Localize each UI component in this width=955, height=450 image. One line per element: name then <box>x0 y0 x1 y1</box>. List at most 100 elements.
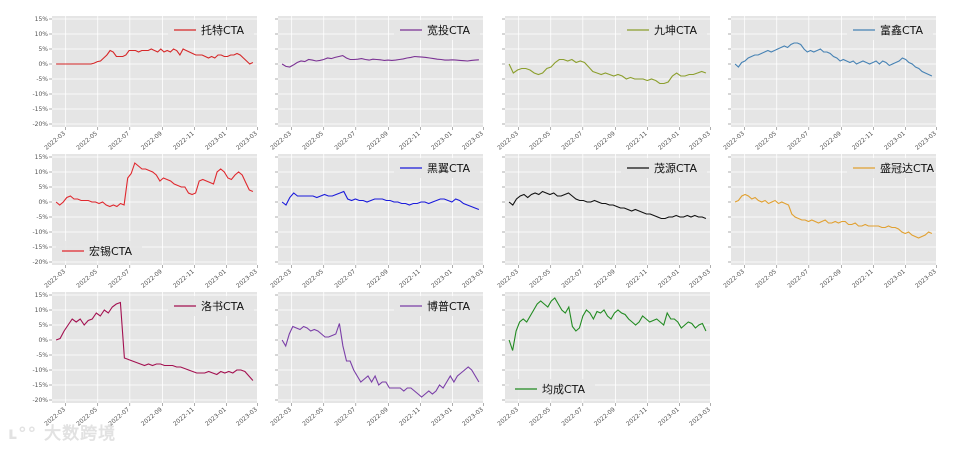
subplot: -20%-15%-10%-5%0%5%10%15%2022-03 2022-05 2… <box>32 154 259 290</box>
legend: 富鑫CTA <box>847 20 933 40</box>
subplot: -20%-15%-10%-5%0%5%10%15%2022-03 2022-05 2… <box>32 292 259 428</box>
watermark-logo: ʟ°° 大数跨境 <box>8 419 116 444</box>
legend-label: 托特CTA <box>201 23 245 37</box>
y-tick-label: -10% <box>32 229 48 236</box>
x-tick-label: 2023-03 <box>235 268 259 290</box>
subplot: 2022-03 2022-05 2022-07 2022-09 2022-11 2023-… <box>496 154 712 290</box>
legend: 博普CTA <box>394 296 480 316</box>
legend-box <box>509 379 595 399</box>
x-tick-label: 2022-11 <box>625 130 649 152</box>
x-tick-label: 2022-03 <box>269 406 293 428</box>
y-tick-label: 15% <box>35 154 49 161</box>
x-tick-label: 2022-09 <box>366 406 390 428</box>
legend-box <box>394 20 480 40</box>
legend-box <box>621 158 707 178</box>
legend-box <box>168 296 254 316</box>
y-tick-label: -20% <box>32 121 48 128</box>
x-tick-label: 2022-09 <box>593 268 617 290</box>
x-tick-label: 2022-09 <box>366 268 390 290</box>
x-tick-label: 2022-09 <box>819 130 843 152</box>
legend: 黑翼CTA <box>394 158 480 178</box>
x-tick-label: 2022-11 <box>851 130 875 152</box>
x-tick-label: 2023-01 <box>430 130 454 152</box>
x-tick-label: 2022-03 <box>496 268 520 290</box>
y-tick-label: 10% <box>35 31 49 38</box>
x-tick-label: 2022-11 <box>398 268 422 290</box>
x-tick-label: 2023-03 <box>688 406 712 428</box>
x-tick-label: 2022-11 <box>398 130 422 152</box>
x-tick-label: 2022-07 <box>560 406 584 428</box>
x-tick-label: 2022-03 <box>722 130 746 152</box>
x-tick-label: 2023-03 <box>461 130 485 152</box>
x-tick-label: 2022-05 <box>528 406 552 428</box>
x-tick-label: 2022-09 <box>366 130 390 152</box>
x-tick-label: 2023-01 <box>204 130 228 152</box>
x-tick-label: 2023-01 <box>430 406 454 428</box>
legend-label: 富鑫CTA <box>880 23 924 37</box>
x-tick-label: 2022-07 <box>107 130 131 152</box>
x-tick-label: 2022-09 <box>140 130 164 152</box>
y-tick-label: -15% <box>32 244 48 251</box>
legend: 宽投CTA <box>394 20 480 40</box>
legend: 九坤CTA <box>621 20 707 40</box>
y-tick-label: -5% <box>36 352 48 359</box>
legend-label: 博普CTA <box>427 299 471 313</box>
y-tick-label: -20% <box>32 259 48 266</box>
x-tick-label: 2023-01 <box>657 406 681 428</box>
x-tick-label: 2022-11 <box>172 406 196 428</box>
legend-label: 盛冠达CTA <box>880 161 935 175</box>
legend-box <box>394 296 480 316</box>
x-tick-label: 2022-07 <box>333 406 357 428</box>
x-tick-label: 2022-05 <box>75 268 99 290</box>
x-tick-label: 2023-01 <box>883 268 907 290</box>
x-tick-label: 2022-07 <box>560 268 584 290</box>
legend-label: 九坤CTA <box>654 23 698 37</box>
legend-box <box>394 158 480 178</box>
y-tick-label: -10% <box>32 91 48 98</box>
x-tick-label: 2022-11 <box>625 406 649 428</box>
series-line <box>56 48 254 65</box>
watermark-icon: ʟ°° <box>8 424 38 444</box>
legend-label: 洛书CTA <box>201 299 245 313</box>
x-tick-label: 2022-07 <box>560 130 584 152</box>
legend-box <box>168 20 254 40</box>
y-tick-label: 5% <box>38 184 48 191</box>
subplot: 2022-03 2022-05 2022-07 2022-09 2022-11 2023-… <box>269 16 485 152</box>
x-tick-label: 2023-01 <box>204 268 228 290</box>
y-tick-label: 0% <box>38 61 48 68</box>
x-tick-label: 2022-07 <box>333 268 357 290</box>
legend-box <box>847 158 933 178</box>
legend-label: 黑翼CTA <box>427 162 471 175</box>
x-tick-label: 2023-03 <box>461 406 485 428</box>
y-tick-label: -10% <box>32 367 48 374</box>
x-tick-label: 2022-05 <box>754 130 778 152</box>
x-tick-label: 2023-03 <box>688 130 712 152</box>
legend: 洛书CTA <box>168 296 254 316</box>
y-tick-label: 10% <box>35 169 49 176</box>
x-tick-label: 2022-09 <box>140 406 164 428</box>
x-tick-label: 2022-09 <box>593 130 617 152</box>
x-tick-label: 2023-03 <box>914 268 938 290</box>
y-tick-label: -5% <box>36 76 48 83</box>
x-tick-label: 2023-01 <box>430 268 454 290</box>
series-line <box>55 162 254 208</box>
subplot: 2022-03 2022-05 2022-07 2022-09 2022-11 2023-… <box>722 16 938 152</box>
x-tick-label: 2022-03 <box>496 406 520 428</box>
x-tick-label: 2022-05 <box>75 130 99 152</box>
series-line <box>55 301 254 381</box>
subplot: 2022-03 2022-05 2022-07 2022-09 2022-11 2023-… <box>496 16 712 152</box>
x-tick-label: 2022-03 <box>43 130 67 152</box>
x-tick-label: 2022-05 <box>301 406 325 428</box>
x-tick-label: 2023-03 <box>914 130 938 152</box>
x-tick-label: 2022-03 <box>43 268 67 290</box>
subplot: 2022-03 2022-05 2022-07 2022-09 2022-11 2023-… <box>722 154 938 290</box>
x-tick-label: 2022-03 <box>722 268 746 290</box>
x-tick-label: 2023-03 <box>461 268 485 290</box>
series-line <box>281 190 480 211</box>
y-tick-label: 5% <box>38 322 48 329</box>
x-tick-label: 2022-05 <box>528 268 552 290</box>
legend-label: 宽投CTA <box>427 23 471 37</box>
x-tick-label: 2022-11 <box>398 406 422 428</box>
x-tick-label: 2022-05 <box>754 268 778 290</box>
subplot: 2022-03 2022-05 2022-07 2022-09 2022-11 2023-… <box>496 292 712 428</box>
